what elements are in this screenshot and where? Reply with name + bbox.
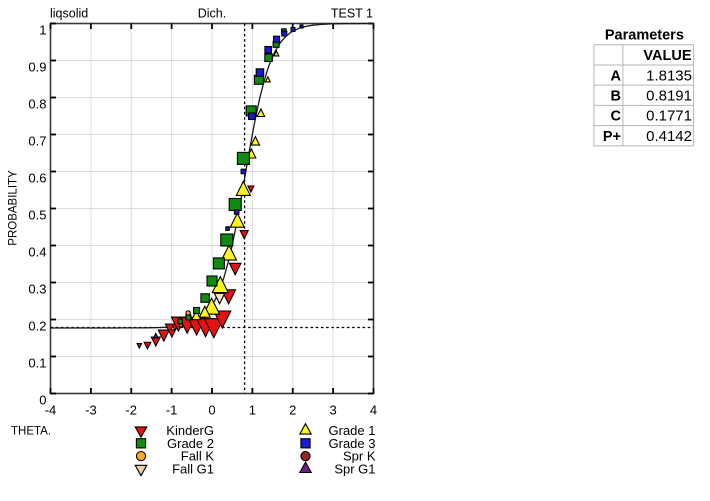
svg-text:TEST 1: TEST 1 [331,7,373,21]
svg-text:3: 3 [329,403,336,418]
svg-text:VALUE: VALUE [643,48,691,64]
svg-text:P+: P+ [603,129,621,145]
svg-text:Parameters: Parameters [605,27,684,43]
svg-text:1: 1 [249,403,256,418]
svg-text:B: B [611,89,621,105]
svg-text:liqsolid: liqsolid [50,7,88,21]
svg-text:0.1771: 0.1771 [646,108,692,125]
svg-text:2: 2 [289,403,296,418]
svg-text:A: A [611,68,622,84]
svg-text:0.5: 0.5 [28,208,46,223]
svg-text:0.8191: 0.8191 [646,88,692,105]
svg-text:-4: -4 [45,403,57,418]
svg-text:Spr G1: Spr G1 [334,462,375,477]
svg-text:C: C [611,109,622,125]
svg-text:Grade 1: Grade 1 [329,423,376,438]
svg-text:4: 4 [370,403,377,418]
svg-text:0.8: 0.8 [28,97,46,112]
svg-text:0.7: 0.7 [28,134,46,149]
svg-text:0: 0 [39,393,46,408]
svg-text:1: 1 [39,23,46,38]
svg-text:Fall K: Fall K [181,449,215,464]
svg-text:PROBABILITY: PROBABILITY [8,170,20,246]
svg-text:Dich.: Dich. [198,7,226,21]
svg-text:-1: -1 [166,403,178,418]
svg-text:-3: -3 [85,403,97,418]
svg-text:Spr K: Spr K [343,449,376,464]
svg-text:1.8135: 1.8135 [646,67,692,84]
svg-text:Grade 2: Grade 2 [167,436,214,451]
svg-text:0.6: 0.6 [28,171,46,186]
svg-text:0.4142: 0.4142 [646,128,692,145]
svg-text:Grade 3: Grade 3 [329,436,376,451]
svg-text:0.3: 0.3 [28,282,46,297]
svg-text:0.2: 0.2 [28,319,46,334]
svg-text:-2: -2 [125,403,137,418]
svg-text:KinderG: KinderG [166,423,214,438]
svg-text:0.1: 0.1 [28,356,46,371]
svg-text:Fall G1: Fall G1 [172,462,214,477]
svg-text:0.9: 0.9 [28,60,46,75]
svg-text:THETA.: THETA. [11,426,51,438]
svg-text:0: 0 [208,403,215,418]
svg-text:0.4: 0.4 [28,245,46,260]
